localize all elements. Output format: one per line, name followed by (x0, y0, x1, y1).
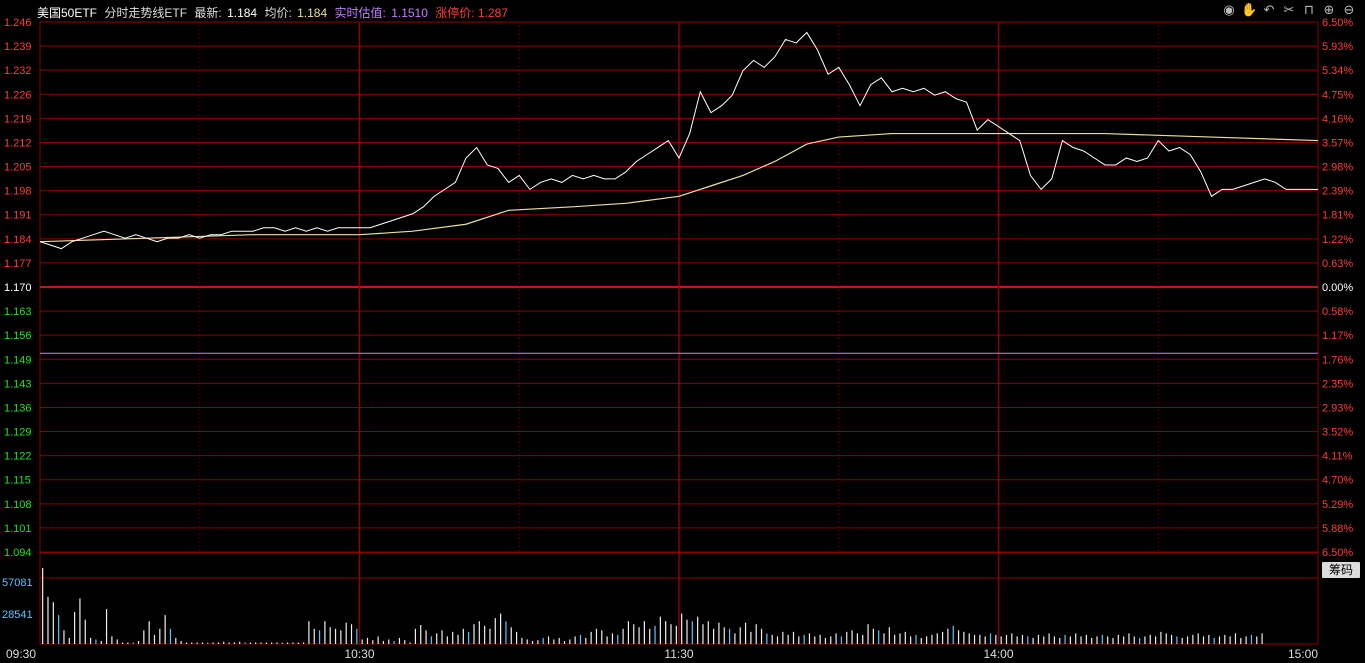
price-tick-label: 1.129 (4, 427, 32, 439)
pct-tick-label: 4.16% (1322, 113, 1353, 125)
zoom-in-icon[interactable]: ⊕ (1323, 3, 1335, 18)
hand-icon[interactable]: ✋ (1241, 3, 1258, 18)
price-tick-label: 1.219 (4, 113, 32, 125)
pct-tick-label: 4.11% (1322, 451, 1353, 463)
price-tick-label: 1.101 (4, 523, 32, 535)
chart-header: 美国50ETF 分时走势线ETF 最新: 1.184 均价: 1.184 实时估… (37, 4, 512, 21)
pct-tick-label: 6.50% (1322, 17, 1353, 29)
pct-tick-label: 2.98% (1322, 162, 1353, 174)
volume-tick-label: 28541 (2, 609, 33, 621)
price-tick-label: 1.205 (4, 162, 32, 174)
time-tick-label: 15:00 (1288, 647, 1318, 661)
price-tick-label: 1.136 (4, 402, 32, 414)
volume-tick-label: 57081 (2, 577, 33, 589)
limit-value: 1.287 (477, 6, 508, 20)
pct-tick-label: 3.52% (1322, 427, 1353, 439)
avg-label: 均价: (264, 6, 292, 20)
price-tick-label: 1.198 (4, 186, 32, 198)
price-tick-label: 1.108 (4, 499, 32, 511)
pct-tick-label: 0.00% (1322, 282, 1353, 294)
price-tick-label: 1.163 (4, 306, 32, 318)
eye-icon[interactable]: ◉ (1223, 3, 1235, 18)
chips-button[interactable]: 筹码 (1322, 562, 1360, 578)
pct-tick-label: 2.39% (1322, 186, 1353, 198)
price-tick-label: 1.232 (4, 65, 32, 77)
undo-icon[interactable]: ↶ (1263, 3, 1275, 18)
pct-tick-label: 2.93% (1322, 402, 1353, 414)
price-tick-label: 1.177 (4, 258, 32, 270)
price-tick-label: 1.184 (4, 234, 32, 246)
price-tick-label: 1.191 (4, 210, 32, 222)
pct-tick-label: 5.93% (1322, 41, 1353, 53)
avg-price-line (39, 132, 1319, 243)
zoom-out-icon[interactable]: ⊖ (1343, 3, 1355, 18)
pct-tick-label: 0.58% (1322, 306, 1353, 318)
price-tick-label: 1.246 (4, 17, 32, 29)
security-name: 美国50ETF (37, 6, 98, 20)
pct-tick-label: 5.88% (1322, 523, 1353, 535)
pct-tick-label: 1.17% (1322, 330, 1353, 342)
toolbar: ◉ ✋ ↶ ✂ ⊓ ⊕ ⊖ (1221, 3, 1357, 19)
price-tick-label: 1.122 (4, 451, 32, 463)
price-tick-label: 1.143 (4, 378, 32, 390)
pct-tick-label: 1.76% (1322, 354, 1353, 366)
pct-tick-label: 0.63% (1322, 258, 1353, 270)
price-tick-label: 1.226 (4, 89, 32, 101)
latest-label: 最新: (194, 6, 222, 20)
price-tick-label: 1.239 (4, 41, 32, 53)
pct-tick-label: 4.75% (1322, 89, 1353, 101)
scissors-icon[interactable]: ✂ (1283, 3, 1295, 18)
time-tick-label: 10:30 (344, 647, 374, 661)
price-tick-label: 1.149 (4, 354, 32, 366)
pct-tick-label: 5.29% (1322, 499, 1353, 511)
time-tick-label: 09:30 (6, 647, 36, 661)
chart-title: 分时走势线ETF (104, 6, 188, 20)
time-tick-label: 14:00 (983, 647, 1013, 661)
pct-tick-label: 1.22% (1322, 234, 1353, 246)
pct-tick-label: 6.50% (1322, 547, 1353, 559)
price-tick-label: 1.170 (4, 282, 32, 294)
pct-tick-label: 1.81% (1322, 210, 1353, 222)
price-line (39, 31, 1318, 250)
iopv-value: 1.1510 (391, 6, 428, 20)
avg-value: 1.184 (297, 6, 328, 20)
pct-tick-label: 4.70% (1322, 475, 1353, 487)
price-tick-label: 1.212 (4, 137, 32, 149)
price-tick-label: 1.156 (4, 330, 32, 342)
iopv-label: 实时估值: (334, 6, 386, 20)
time-tick-label: 11:30 (664, 647, 693, 661)
lock-icon[interactable]: ⊓ (1303, 3, 1315, 18)
pct-tick-label: 3.57% (1322, 137, 1353, 149)
price-tick-label: 1.115 (4, 475, 31, 487)
price-tick-label: 1.094 (4, 547, 32, 559)
latest-value: 1.184 (227, 6, 258, 20)
pct-tick-label: 5.34% (1322, 65, 1353, 77)
pct-tick-label: 2.35% (1322, 378, 1353, 390)
limit-label: 涨停价: (435, 6, 475, 20)
